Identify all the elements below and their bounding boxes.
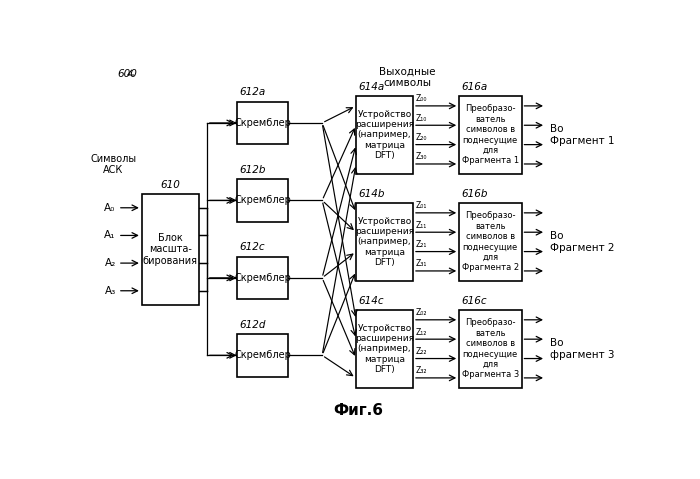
Text: Z₀₁: Z₀₁ — [415, 201, 426, 210]
Text: A₀: A₀ — [104, 203, 116, 213]
Text: Выходные
символы: Выходные символы — [379, 67, 436, 88]
Text: Символы
АСК: Символы АСК — [90, 154, 136, 175]
Bar — [141, 194, 199, 305]
Text: 612b: 612b — [239, 165, 266, 175]
Text: Z₀₀: Z₀₀ — [415, 94, 427, 103]
Text: 614b: 614b — [358, 189, 385, 199]
Bar — [459, 203, 522, 281]
Text: A₂: A₂ — [104, 258, 116, 268]
Bar — [356, 310, 413, 388]
Text: Z₁₁: Z₁₁ — [415, 221, 426, 229]
Bar — [237, 334, 288, 376]
Bar — [237, 257, 288, 299]
Text: 612a: 612a — [239, 87, 265, 97]
Text: Z₂₁: Z₂₁ — [415, 240, 426, 249]
Bar — [356, 203, 413, 281]
Bar — [459, 310, 522, 388]
Text: Скремблер: Скремблер — [234, 195, 291, 205]
Text: Устройство
расширения
(например,
матрица
DFT): Устройство расширения (например, матрица… — [355, 323, 414, 374]
Text: Z₃₁: Z₃₁ — [415, 259, 426, 268]
Text: Устройство
расширения
(например,
матрица
DFT): Устройство расширения (например, матрица… — [355, 110, 414, 160]
Text: Во
фрагмент 3: Во фрагмент 3 — [550, 338, 614, 360]
Bar — [237, 179, 288, 222]
Text: Преобразо-
ватель
символов в
поднесущие
для
Фрагмента 2: Преобразо- ватель символов в поднесущие … — [462, 211, 519, 273]
Text: Преобразо-
ватель
символов в
поднесущие
для
Фрагмента 3: Преобразо- ватель символов в поднесущие … — [462, 319, 519, 379]
Bar — [356, 96, 413, 174]
Text: Фиг.6: Фиг.6 — [334, 403, 384, 418]
Text: A₃: A₃ — [104, 286, 116, 296]
Text: Z₃₀: Z₃₀ — [415, 152, 427, 161]
Text: Z₁₀: Z₁₀ — [415, 114, 426, 123]
Text: Во
Фрагмент 1: Во Фрагмент 1 — [550, 124, 614, 146]
Text: Блок
масшта-
бирования: Блок масшта- бирования — [143, 233, 197, 266]
Bar — [459, 96, 522, 174]
Text: Z₀₂: Z₀₂ — [415, 308, 427, 317]
Text: A₁: A₁ — [104, 230, 116, 240]
Text: 600: 600 — [118, 69, 137, 80]
Text: 610: 610 — [160, 180, 180, 190]
Text: Преобразо-
ватель
символов в
поднесущие
для
Фрагмента 1: Преобразо- ватель символов в поднесущие … — [462, 104, 519, 165]
Text: 614a: 614a — [358, 82, 385, 92]
Text: 616c: 616c — [462, 296, 487, 306]
Text: Во
Фрагмент 2: Во Фрагмент 2 — [550, 231, 614, 253]
Text: Скремблер: Скремблер — [234, 350, 291, 360]
Text: Z₂₂: Z₂₂ — [415, 347, 427, 356]
Text: 612c: 612c — [239, 242, 265, 252]
Text: Устройство
расширения
(например,
матрица
DFT): Устройство расширения (например, матрица… — [355, 217, 414, 267]
Text: Z₁₂: Z₁₂ — [415, 328, 426, 337]
Text: Скремблер: Скремблер — [234, 118, 291, 128]
Text: Z₃₂: Z₃₂ — [415, 366, 427, 376]
Text: Скремблер: Скремблер — [234, 273, 291, 283]
Text: 616a: 616a — [462, 82, 488, 92]
Text: Z₂₀: Z₂₀ — [415, 133, 427, 142]
Text: 616b: 616b — [462, 189, 489, 199]
Text: 612d: 612d — [239, 319, 266, 330]
Text: 614c: 614c — [358, 296, 384, 306]
Bar — [237, 102, 288, 144]
